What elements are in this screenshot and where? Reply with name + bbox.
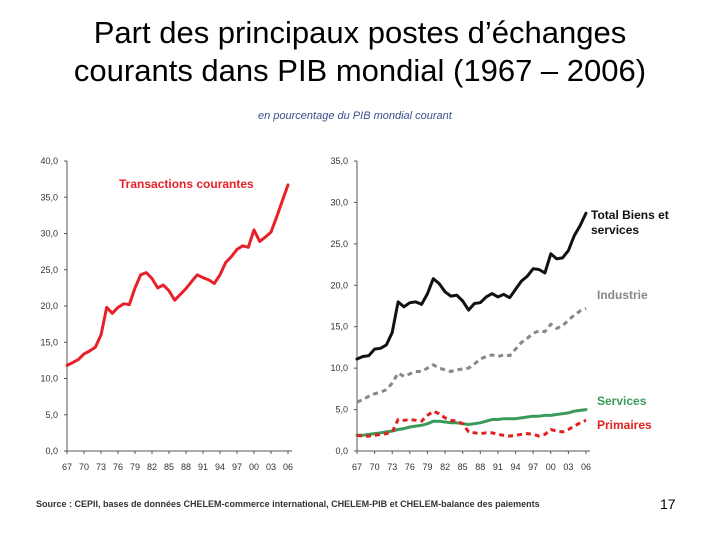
y-tick-label: 25,0 — [330, 239, 348, 249]
x-tick-label: 73 — [96, 462, 106, 472]
x-tick-label: 76 — [405, 462, 415, 472]
x-tick-label: 85 — [164, 462, 174, 472]
x-tick-label: 06 — [283, 462, 293, 472]
y-tick-label: 35,0 — [330, 156, 348, 166]
slide-title-line-2: courants dans PIB mondial (1967 – 2006) — [73, 53, 647, 88]
x-tick-label: 70 — [79, 462, 89, 472]
x-tick-label: 03 — [563, 462, 573, 472]
x-tick-label: 67 — [352, 462, 362, 472]
slide-title: Part des principaux postes d’échanges co… — [0, 14, 720, 90]
x-tick-label: 79 — [130, 462, 140, 472]
series-label-primaires: Primaires — [597, 418, 652, 432]
series-label-total-biens-et-services: Total Biens et — [591, 208, 669, 222]
y-tick-label: 5,0 — [45, 410, 58, 420]
x-tick-label: 00 — [249, 462, 259, 472]
x-tick-label: 88 — [181, 462, 191, 472]
right-chart: 0,0 5,0 10,0 15,0 20,0 25,0 30,0 35,0 67 70 73 76 79… — [330, 156, 668, 472]
x-tick-label: 88 — [475, 462, 485, 472]
series-line-total-biens-et-services — [355, 211, 588, 361]
series-line-transactions-courantes — [65, 183, 290, 367]
x-tick-label: 00 — [546, 462, 556, 472]
x-tick-label: 79 — [422, 462, 432, 472]
y-tick-label: 30,0 — [40, 229, 58, 239]
series-label-total-biens-et-services: services — [591, 223, 639, 237]
y-tick-label: 15,0 — [40, 337, 58, 347]
x-tick-label: 70 — [370, 462, 380, 472]
y-tick-label: 10,0 — [40, 374, 58, 384]
chart-subtitle: en pourcentage du PIB mondial courant — [258, 110, 452, 122]
slide-title-line-1: Part des principaux postes d’échanges — [93, 15, 627, 50]
y-tick-label: 20,0 — [330, 280, 348, 290]
x-tick-label: 76 — [113, 462, 123, 472]
x-tick-label: 85 — [458, 462, 468, 472]
y-tick-label: 15,0 — [330, 322, 348, 332]
x-tick-label: 82 — [440, 462, 450, 472]
x-tick-label: 82 — [147, 462, 157, 472]
x-tick-label: 94 — [511, 462, 521, 472]
y-tick-label: 40,0 — [40, 156, 58, 166]
x-tick-label: 67 — [62, 462, 72, 472]
x-tick-label: 03 — [266, 462, 276, 472]
x-tick-label: 73 — [387, 462, 397, 472]
x-tick-label: 94 — [215, 462, 225, 472]
page-number: 17 — [660, 496, 676, 512]
y-tick-label: 30,0 — [330, 197, 348, 207]
left-chart: 0,0 5,0 10,0 15,0 20,0 25,0 30,0 35,0 40,0 67 70 73… — [40, 156, 293, 472]
x-tick-label: 91 — [198, 462, 208, 472]
x-tick-label: 97 — [528, 462, 538, 472]
series-label-services: Services — [597, 394, 647, 408]
series-line-industrie — [356, 307, 587, 404]
source-note: Source : CEPII, bases de données CHELEM-… — [36, 499, 540, 509]
x-tick-label: 91 — [493, 462, 503, 472]
y-tick-label: 25,0 — [40, 265, 58, 275]
y-tick-label: 20,0 — [40, 301, 58, 311]
y-tick-label: 35,0 — [40, 192, 58, 202]
y-tick-label: 10,0 — [330, 363, 348, 373]
series-line-services — [355, 408, 588, 437]
x-tick-label: 06 — [581, 462, 591, 472]
y-tick-label: 0,0 — [45, 446, 58, 456]
y-tick-label: 5,0 — [335, 405, 348, 415]
y-tick-label: 0,0 — [335, 446, 348, 456]
series-label-transactions-courantes: Transactions courantes — [119, 177, 254, 191]
x-tick-label: 97 — [232, 462, 242, 472]
series-label-industrie: Industrie — [597, 288, 648, 302]
